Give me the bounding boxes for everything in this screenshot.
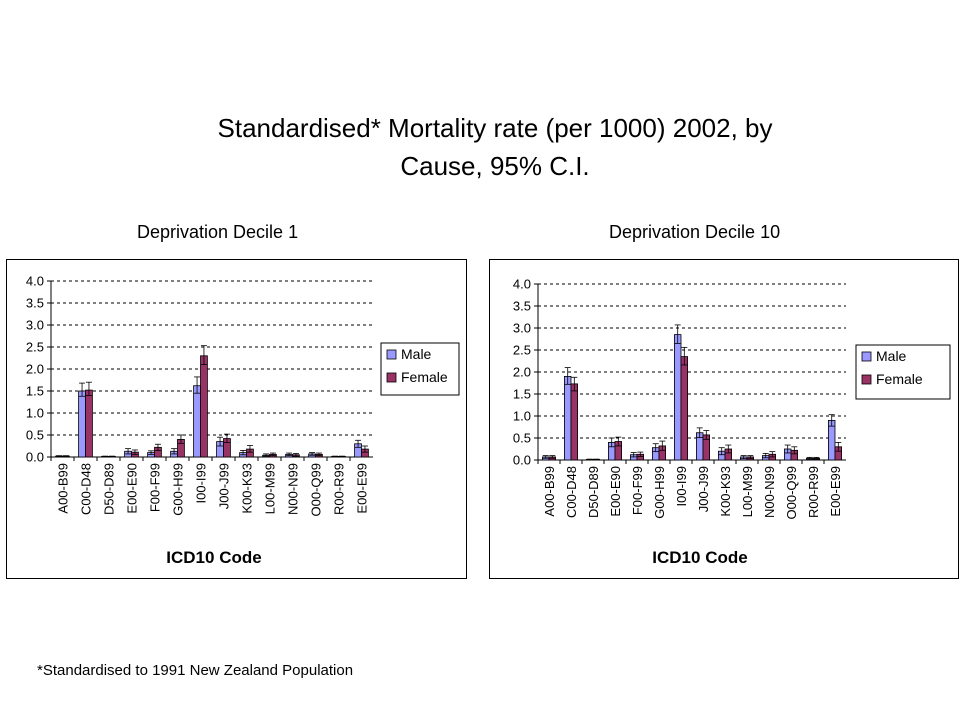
legend-label-male: Male (876, 348, 907, 364)
x-tick-label: K00-K93 (240, 463, 255, 514)
x-tick-label: R00-R99 (332, 463, 347, 515)
x-tick-label: C00-D48 (79, 463, 94, 515)
y-tick-label: 0.5 (513, 431, 531, 446)
x-tick-label: A00-B99 (542, 466, 557, 517)
x-tick-label: L00-M99 (740, 466, 755, 517)
y-tick-label: 1.5 (26, 384, 44, 399)
x-axis-label: ICD10 Code (166, 548, 261, 567)
bar-female-c00-d48 (570, 383, 578, 461)
x-tick-label: O00-Q99 (784, 466, 799, 519)
x-tick-label: G00-H99 (171, 463, 186, 516)
y-tick-label: 3.0 (513, 321, 531, 336)
y-tick-label: 2.5 (26, 340, 44, 355)
footnote: *Standardised to 1991 New Zealand Popula… (37, 662, 354, 679)
x-tick-label: E00-E99 (828, 466, 843, 517)
x-tick-label: N00-N99 (762, 466, 777, 518)
x-tick-label: E00-E90 (125, 463, 140, 514)
x-tick-label: C00-D48 (564, 466, 579, 518)
y-tick-label: 0.0 (513, 453, 531, 468)
y-tick-label: 4.0 (26, 274, 44, 289)
bar-female-i00-i99 (680, 356, 688, 461)
x-tick-label: I00-I99 (674, 466, 689, 506)
legend-label-female: Female (876, 371, 923, 387)
chart-1-panel: 0.0 0.5 1.0 1.5 2.0 2.5 3.0 3.5 4.0 A00-B99 C00-D4… (6, 259, 467, 579)
x-axis-label: ICD10 Code (652, 548, 747, 567)
legend-swatch-female (861, 374, 872, 385)
legend-swatch-female (386, 372, 397, 383)
legend (855, 344, 951, 400)
legend-swatch-male (861, 351, 872, 362)
bar-female-i00-i99 (200, 355, 208, 458)
x-tick-label: R00-R99 (806, 466, 821, 518)
x-tick-label: L00-M99 (263, 463, 278, 514)
x-tick-label: F00-F99 (148, 463, 163, 512)
x-tick-label: D50-D89 (102, 463, 117, 515)
chart-2-panel: 0.0 0.5 1.0 1.5 2.0 2.5 3.0 3.5 4.0 A00-B99 C00-D4… (489, 259, 959, 579)
y-tick-label: 3.0 (26, 318, 44, 333)
x-tick-label: J00-J99 (217, 463, 232, 509)
chart-1-title: Deprivation Decile 1 (137, 222, 299, 242)
x-tick-label: D50-D89 (586, 466, 601, 518)
y-tick-label: 3.5 (513, 299, 531, 314)
legend-swatch-male (386, 349, 397, 360)
x-tick-label: A00-B99 (56, 463, 71, 514)
bar-male-i00-i99 (673, 334, 682, 461)
y-tick-label: 4.0 (513, 277, 531, 292)
bar-male-i00-i99 (193, 385, 201, 458)
y-tick-label: 1.5 (513, 387, 531, 402)
bar-female-c00-d48 (85, 389, 93, 458)
x-tick-label: O00-Q99 (309, 463, 324, 516)
bar-male-c00-d48 (78, 390, 86, 458)
y-tick-label: 0.5 (26, 428, 44, 443)
y-tick-label: 0.0 (26, 450, 44, 465)
x-tick-label: E00-E90 (608, 466, 623, 517)
bar-male-c00-d48 (564, 376, 572, 461)
x-tick-label: K00-K93 (718, 466, 733, 517)
x-tick-label: F00-F99 (630, 466, 645, 515)
x-tick-label: E00-E99 (355, 463, 370, 514)
y-tick-label: 2.0 (513, 365, 531, 380)
page-title-line-2: Cause, 95% C.I. (400, 151, 590, 181)
chart-2-svg: 0.0 0.5 1.0 1.5 2.0 2.5 3.0 3.5 4.0 A00-B99 C00-D4… (513, 277, 951, 567)
y-tick-label: 1.0 (26, 406, 44, 421)
x-tick-label: J00-J99 (696, 466, 711, 512)
legend-label-male: Male (401, 346, 432, 362)
x-tick-label: I00-I99 (194, 463, 209, 503)
y-tick-label: 1.0 (513, 409, 531, 424)
y-tick-label: 2.0 (26, 362, 44, 377)
y-tick-label: 2.5 (513, 343, 531, 358)
legend-label-female: Female (401, 369, 448, 385)
x-tick-label: G00-H99 (652, 466, 667, 519)
chart-2-title: Deprivation Decile 10 (609, 222, 781, 242)
page-title-line-1: Standardised* Mortality rate (per 1000) … (217, 113, 773, 143)
chart-1-svg: 0.0 0.5 1.0 1.5 2.0 2.5 3.0 3.5 4.0 A00-B99 C00-D4… (26, 274, 460, 567)
y-tick-label: 3.5 (26, 296, 44, 311)
page-title: Standardised* Mortality rate (per 1000) … (95, 109, 895, 185)
x-tick-label: N00-N99 (286, 463, 301, 515)
